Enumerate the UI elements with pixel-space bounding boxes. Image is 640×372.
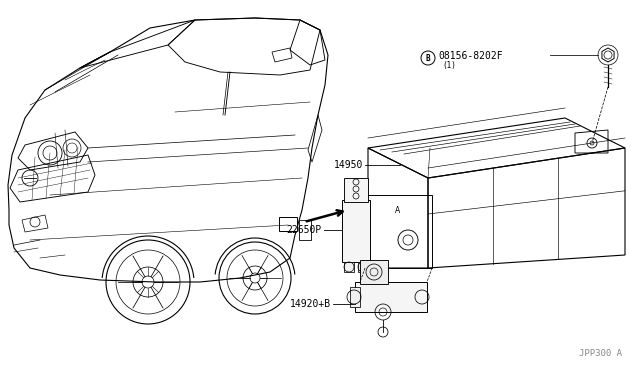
Bar — [344, 178, 368, 202]
Text: JPP300 A: JPP300 A — [579, 349, 622, 358]
Bar — [344, 262, 354, 272]
Bar — [355, 282, 427, 312]
Text: 22650P: 22650P — [287, 225, 322, 235]
Text: 14920+B: 14920+B — [290, 299, 331, 309]
Text: 08156-8202F: 08156-8202F — [438, 51, 502, 61]
Bar — [299, 220, 311, 240]
Text: A: A — [396, 205, 401, 215]
Bar — [350, 287, 360, 307]
Text: 14950: 14950 — [333, 160, 363, 170]
Bar — [279, 217, 297, 231]
Text: B: B — [426, 54, 430, 62]
Bar — [360, 260, 388, 284]
Bar — [342, 200, 370, 262]
Text: (1): (1) — [442, 61, 456, 70]
Bar — [358, 262, 368, 272]
